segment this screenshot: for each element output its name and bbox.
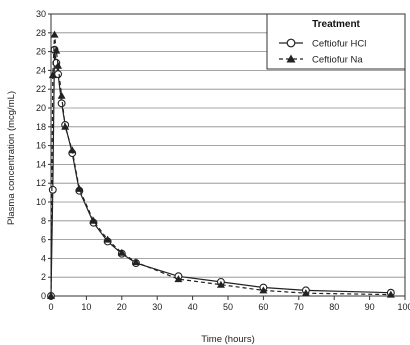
x-tick-label-80: 80 — [329, 302, 339, 312]
y-tick-label-18: 18 — [36, 122, 46, 132]
legend-label-hcl: Ceftiofur HCl — [312, 39, 366, 50]
x-tick-label-0: 0 — [48, 302, 53, 312]
x-tick-label-20: 20 — [117, 302, 127, 312]
point-s1-15 — [259, 286, 268, 294]
y-tick-label-26: 26 — [36, 47, 46, 57]
series-line-1 — [50, 34, 391, 297]
point-s1-7 — [68, 146, 77, 154]
point-s1-2 — [50, 30, 59, 38]
legend: Treatment Ceftiofur HCl Ceftiofur Na — [266, 13, 406, 70]
point-s1-3 — [52, 46, 61, 54]
x-tick-label-10: 10 — [81, 302, 91, 312]
x-tick-label-40: 40 — [188, 302, 198, 312]
point-s1-1 — [48, 71, 57, 79]
point-s1-9 — [89, 216, 98, 224]
legend-label-na: Ceftiofur Na — [312, 55, 363, 66]
y-tick-label-0: 0 — [41, 291, 46, 301]
y-tick-label-20: 20 — [36, 103, 46, 113]
series-line-0 — [50, 49, 391, 297]
y-axis-title: Plasma concentration (mcg/mL) — [6, 91, 17, 225]
x-axis-title: Time (hours) — [201, 334, 255, 345]
point-s1-10 — [103, 235, 112, 243]
y-tick-label-6: 6 — [41, 235, 46, 245]
legend-marker-hcl — [286, 38, 296, 48]
point-s1-16 — [301, 289, 310, 297]
y-tick-label-22: 22 — [36, 84, 46, 94]
point-s1-13 — [174, 275, 183, 283]
y-tick-label-16: 16 — [36, 141, 46, 151]
x-tick-label-50: 50 — [223, 302, 233, 312]
y-tick-label-28: 28 — [36, 28, 46, 38]
point-s1-17 — [386, 290, 395, 298]
y-tick-label-12: 12 — [36, 178, 46, 188]
point-s1-0 — [47, 292, 55, 299]
x-tick-label-30: 30 — [152, 302, 162, 312]
point-s1-8 — [75, 184, 84, 192]
point-s1-14 — [216, 280, 225, 288]
y-tick-label-30: 30 — [36, 9, 46, 19]
point-s1-6 — [61, 122, 70, 130]
x-tick-label-100: 100 — [397, 302, 410, 312]
x-tick-label-60: 60 — [258, 302, 268, 312]
y-tick-label-2: 2 — [41, 272, 46, 282]
y-tick-label-24: 24 — [36, 65, 46, 75]
point-s1-5 — [57, 91, 66, 99]
legend-title: Treatment — [312, 19, 360, 30]
x-tick-label-70: 70 — [294, 302, 304, 312]
legend-marker-na — [286, 54, 296, 63]
point-s0-5 — [57, 99, 66, 108]
y-tick-label-4: 4 — [41, 253, 46, 263]
y-tick-label-8: 8 — [41, 216, 46, 226]
x-tick-label-90: 90 — [365, 302, 375, 312]
series — [47, 30, 395, 300]
y-tick-label-14: 14 — [36, 159, 46, 169]
plot-frame — [50, 13, 406, 297]
point-s0-1 — [48, 185, 57, 194]
y-tick-label-10: 10 — [36, 197, 46, 207]
point-s1-12 — [131, 258, 140, 266]
point-s1-4 — [54, 61, 63, 69]
point-s1-11 — [117, 248, 126, 256]
